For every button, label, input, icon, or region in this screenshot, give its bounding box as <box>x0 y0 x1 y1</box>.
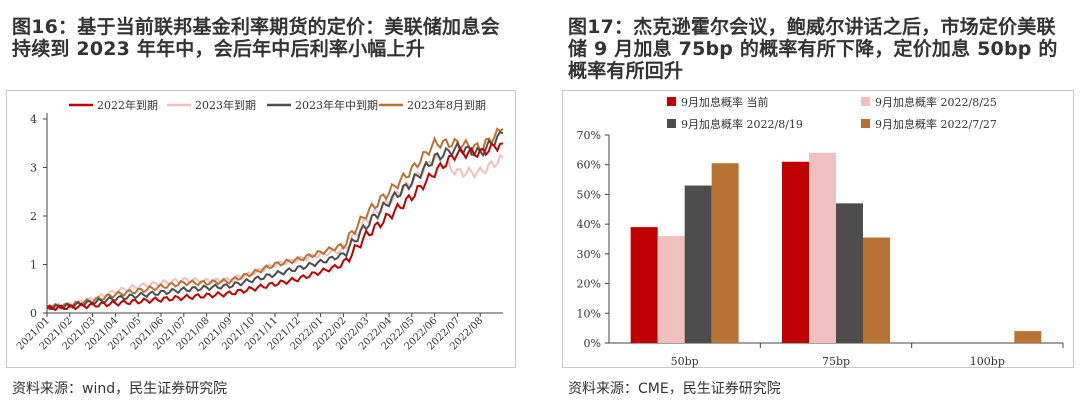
bar-50bp-series-4 <box>711 163 739 343</box>
y-tick-label: 60% <box>577 159 601 172</box>
legend-swatch <box>667 97 676 106</box>
x-tick-label: 50bp <box>671 355 699 368</box>
legend-label: 2023年年中到期 <box>295 98 378 112</box>
legend-label: 2023年到期 <box>195 98 256 112</box>
y-tick-label: 40% <box>577 218 601 231</box>
bar-100bp-series-4 <box>1014 331 1042 343</box>
series-line-1 <box>46 141 504 312</box>
y-tick-label: 3 <box>30 162 37 175</box>
y-tick-label: 4 <box>30 113 37 126</box>
y-tick-label: 70% <box>577 129 601 142</box>
bar-50bp-series-2 <box>657 236 685 343</box>
y-tick-label: 30% <box>577 248 601 261</box>
x-tick-label: 100bp <box>970 355 1005 368</box>
legend-label: 9月加息概率 2022/7/27 <box>875 117 997 131</box>
legend-label: 2022年到期 <box>97 98 158 112</box>
y-tick-label: 1 <box>30 259 37 272</box>
bar-75bp-series-3 <box>836 203 863 343</box>
bar-chart: 0% 10% 20% 30% 40% 50% 60% 70% 50bp 75bp 100bp 9月加息… <box>577 95 1064 368</box>
y-tick-label: 2 <box>30 210 37 223</box>
legend-label: 9月加息概率 2022/8/19 <box>681 117 803 131</box>
legend-label: 2023年8月到期 <box>407 98 486 112</box>
right-figure-title: 图17：杰克逊霍尔会议，鲍威尔讲话之后，市场定价美联储 9 月加息 75bp 的… <box>568 16 1058 82</box>
left-chart-frame: 0 1 2 3 4 2021/01 2021/02 2021/03 2021/04 2021/05… <box>6 90 516 368</box>
series-line-3 <box>46 130 504 311</box>
left-source-note: 资料来源：wind，民生证券研究院 <box>12 381 228 397</box>
bar-75bp-series-1 <box>782 161 809 343</box>
y-tick-label: 50% <box>577 188 601 201</box>
line-chart: 012342021/012021/022021/032021/042021/05… <box>15 98 504 352</box>
right-chart-frame: 0% 10% 20% 30% 40% 50% 60% 70% 50bp 75bp 100bp 9月加息… <box>562 90 1074 368</box>
bar-75bp-series-4 <box>863 237 890 343</box>
legend-swatch <box>861 97 870 106</box>
left-figure-title: 图16：基于当前联邦基金利率期货的定价：美联储加息会持续到 2023 年年中，会… <box>12 16 500 60</box>
legend-swatch <box>667 119 676 128</box>
bar-50bp-series-3 <box>684 185 712 343</box>
series-line-4 <box>46 127 504 311</box>
legend-swatch <box>861 119 870 128</box>
legend-label: 9月加息概率 2022/8/25 <box>875 95 997 109</box>
right-source-note: 资料来源：CME，民生证券研究院 <box>568 381 781 397</box>
legend-label: 9月加息概率 当前 <box>681 95 769 109</box>
bar-50bp-series-1 <box>630 227 658 343</box>
y-tick-label: 0% <box>584 337 601 350</box>
x-tick-label: 75bp <box>822 355 850 368</box>
y-tick-label: 20% <box>577 278 601 291</box>
y-tick-label: 10% <box>577 307 601 320</box>
y-tick-label: 0 <box>30 307 37 320</box>
bar-75bp-series-2 <box>809 152 836 343</box>
